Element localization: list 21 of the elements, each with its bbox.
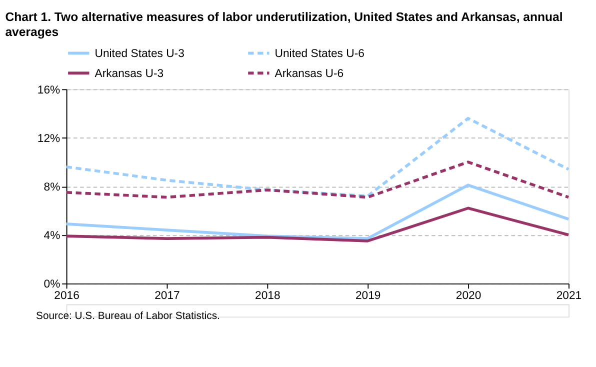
x-tick-label: 2018 <box>255 290 280 302</box>
chart-title: Chart 1. Two alternative measures of labor underutilization, United States and Arkansas, annual averages <box>5 10 563 40</box>
line-series <box>64 116 570 198</box>
y-tick-label: 0% <box>44 278 60 291</box>
x-tick-label: 2020 <box>456 290 482 302</box>
y-tick-label: 4% <box>44 230 60 242</box>
legend-label: Arkansas U-6 <box>274 68 344 80</box>
legend-label: United States U-6 <box>274 48 364 60</box>
legend-label: United States U-3 <box>94 48 184 60</box>
x-tick-label: 2021 <box>556 290 582 302</box>
line-series <box>64 160 570 199</box>
line-series <box>64 206 570 242</box>
y-tick-label: 16% <box>37 84 60 96</box>
x-tick-label: 2019 <box>355 290 381 302</box>
source-note: Source: U.S. Bureau of Labor Statistics. <box>36 310 220 322</box>
y-tick-label: 12% <box>37 133 60 146</box>
x-tick-label: 2016 <box>54 290 80 302</box>
line-series <box>64 184 570 240</box>
x-tick-label: 2017 <box>154 290 180 302</box>
legend-label: Arkansas U-3 <box>94 68 164 80</box>
y-tick-label: 8% <box>44 182 60 194</box>
